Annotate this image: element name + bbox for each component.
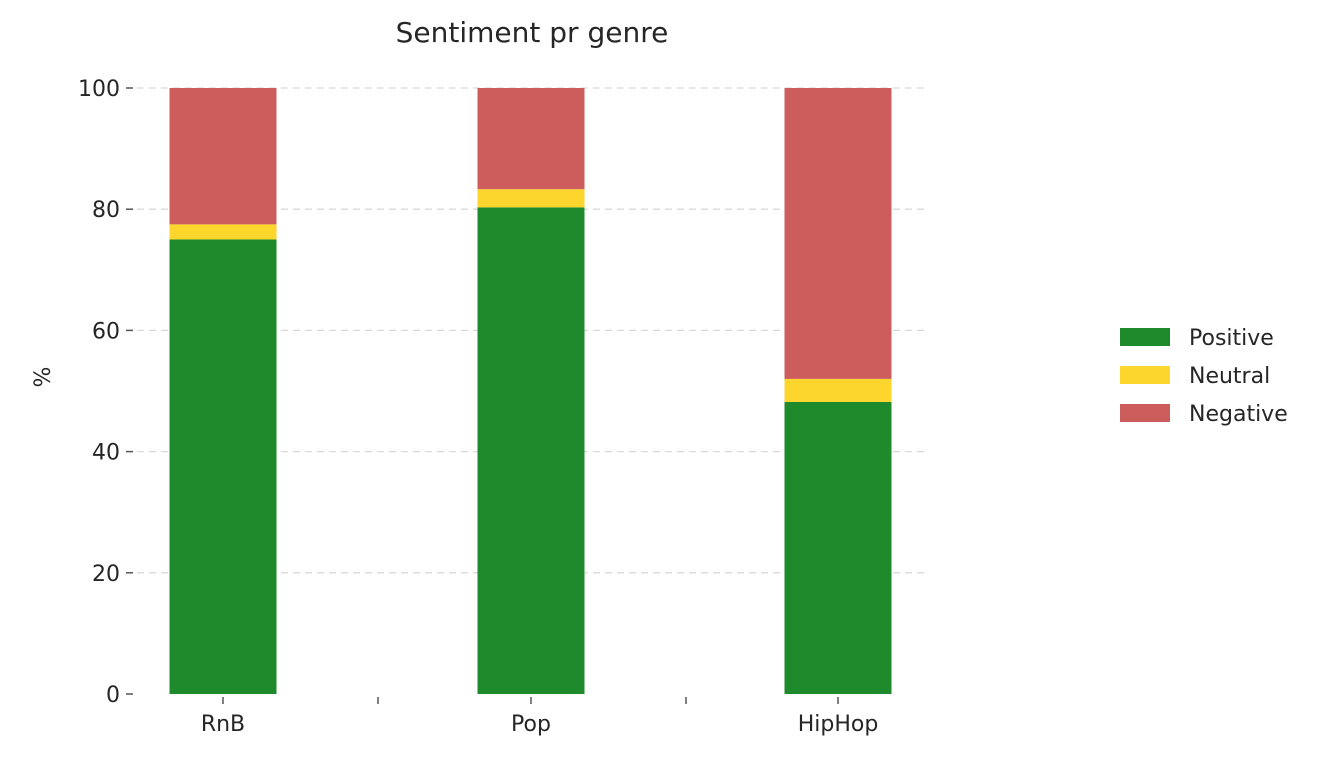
x-tick-label-pop: Pop	[511, 712, 551, 737]
bar-hiphop-neutral	[784, 378, 892, 402]
bar-rnb-neutral	[169, 224, 277, 240]
y-axis-label: %	[31, 367, 56, 388]
legend-label-positive: Positive	[1189, 326, 1274, 351]
legend-swatch-negative	[1120, 404, 1170, 422]
y-tick-label-20: 20	[92, 562, 120, 587]
chart-title: Sentiment pr genre	[396, 16, 669, 49]
legend-swatch-positive	[1120, 328, 1170, 346]
legend-label-negative: Negative	[1189, 402, 1288, 427]
bar-hiphop-positive	[784, 401, 892, 694]
y-tick-label-100: 100	[78, 77, 120, 102]
bar-pop-neutral	[477, 189, 585, 208]
legend: Positive Neutral Negative	[1120, 326, 1288, 427]
y-tick-label-60: 60	[92, 319, 120, 344]
y-tick-label-40: 40	[92, 441, 120, 466]
y-tick-label-80: 80	[92, 198, 120, 223]
y-axis: 0 20 40 60 80 100	[78, 77, 133, 708]
bar-hiphop-negative	[784, 88, 892, 379]
legend-label-neutral: Neutral	[1189, 364, 1270, 389]
legend-swatch-neutral	[1120, 366, 1170, 384]
y-tick-label-0: 0	[106, 683, 120, 708]
x-tick-label-hiphop: HipHop	[798, 712, 879, 737]
bar-rnb-positive	[169, 239, 277, 694]
bar-rnb-negative	[169, 88, 277, 225]
x-axis: RnB Pop HipHop	[201, 697, 878, 737]
x-tick-label-rnb: RnB	[201, 712, 245, 737]
bars	[169, 88, 892, 694]
bar-pop-negative	[477, 88, 585, 190]
bar-pop-positive	[477, 207, 585, 694]
